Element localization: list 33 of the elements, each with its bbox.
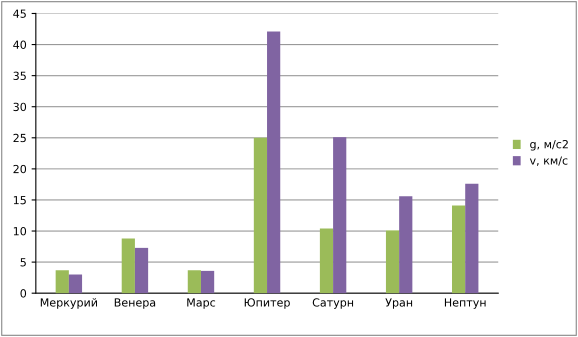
bar xyxy=(122,238,135,294)
y-tick-label: 10 xyxy=(14,227,26,236)
x-tick-label: Нептун xyxy=(444,298,486,309)
bar xyxy=(134,248,148,294)
bar xyxy=(399,196,412,294)
y-tick-label: 15 xyxy=(14,196,26,204)
bar xyxy=(452,206,466,294)
x-tick-label: Сатурн xyxy=(312,298,354,309)
bar xyxy=(333,137,346,294)
bar xyxy=(188,270,201,294)
legend-label: g, м/с2 xyxy=(530,140,568,151)
y-tick-label: 45 xyxy=(13,10,26,18)
x-tick-label: Юпитер xyxy=(244,298,290,309)
bar xyxy=(320,228,334,294)
bar xyxy=(465,184,478,294)
bar xyxy=(254,138,268,294)
x-tick-label: Уран xyxy=(385,298,412,309)
y-tick-label: 25 xyxy=(13,134,26,142)
y-tick-label: 30 xyxy=(14,102,26,112)
x-tick-label: Марс xyxy=(187,298,216,309)
x-tick-label: Венера xyxy=(114,298,156,309)
y-tick-label: 5 xyxy=(20,258,26,266)
bar xyxy=(386,230,400,294)
legend-label: v, км/с xyxy=(530,156,568,166)
bar xyxy=(68,274,82,294)
x-tick-label: Меркурий xyxy=(40,298,97,309)
y-tick-label: 0 xyxy=(20,289,26,298)
y-tick-label: 35 xyxy=(14,72,26,80)
bar xyxy=(267,32,280,294)
y-tick-label: 40 xyxy=(13,40,26,49)
bar xyxy=(200,270,214,294)
bar xyxy=(56,270,69,294)
y-tick-label: 20 xyxy=(13,164,26,174)
